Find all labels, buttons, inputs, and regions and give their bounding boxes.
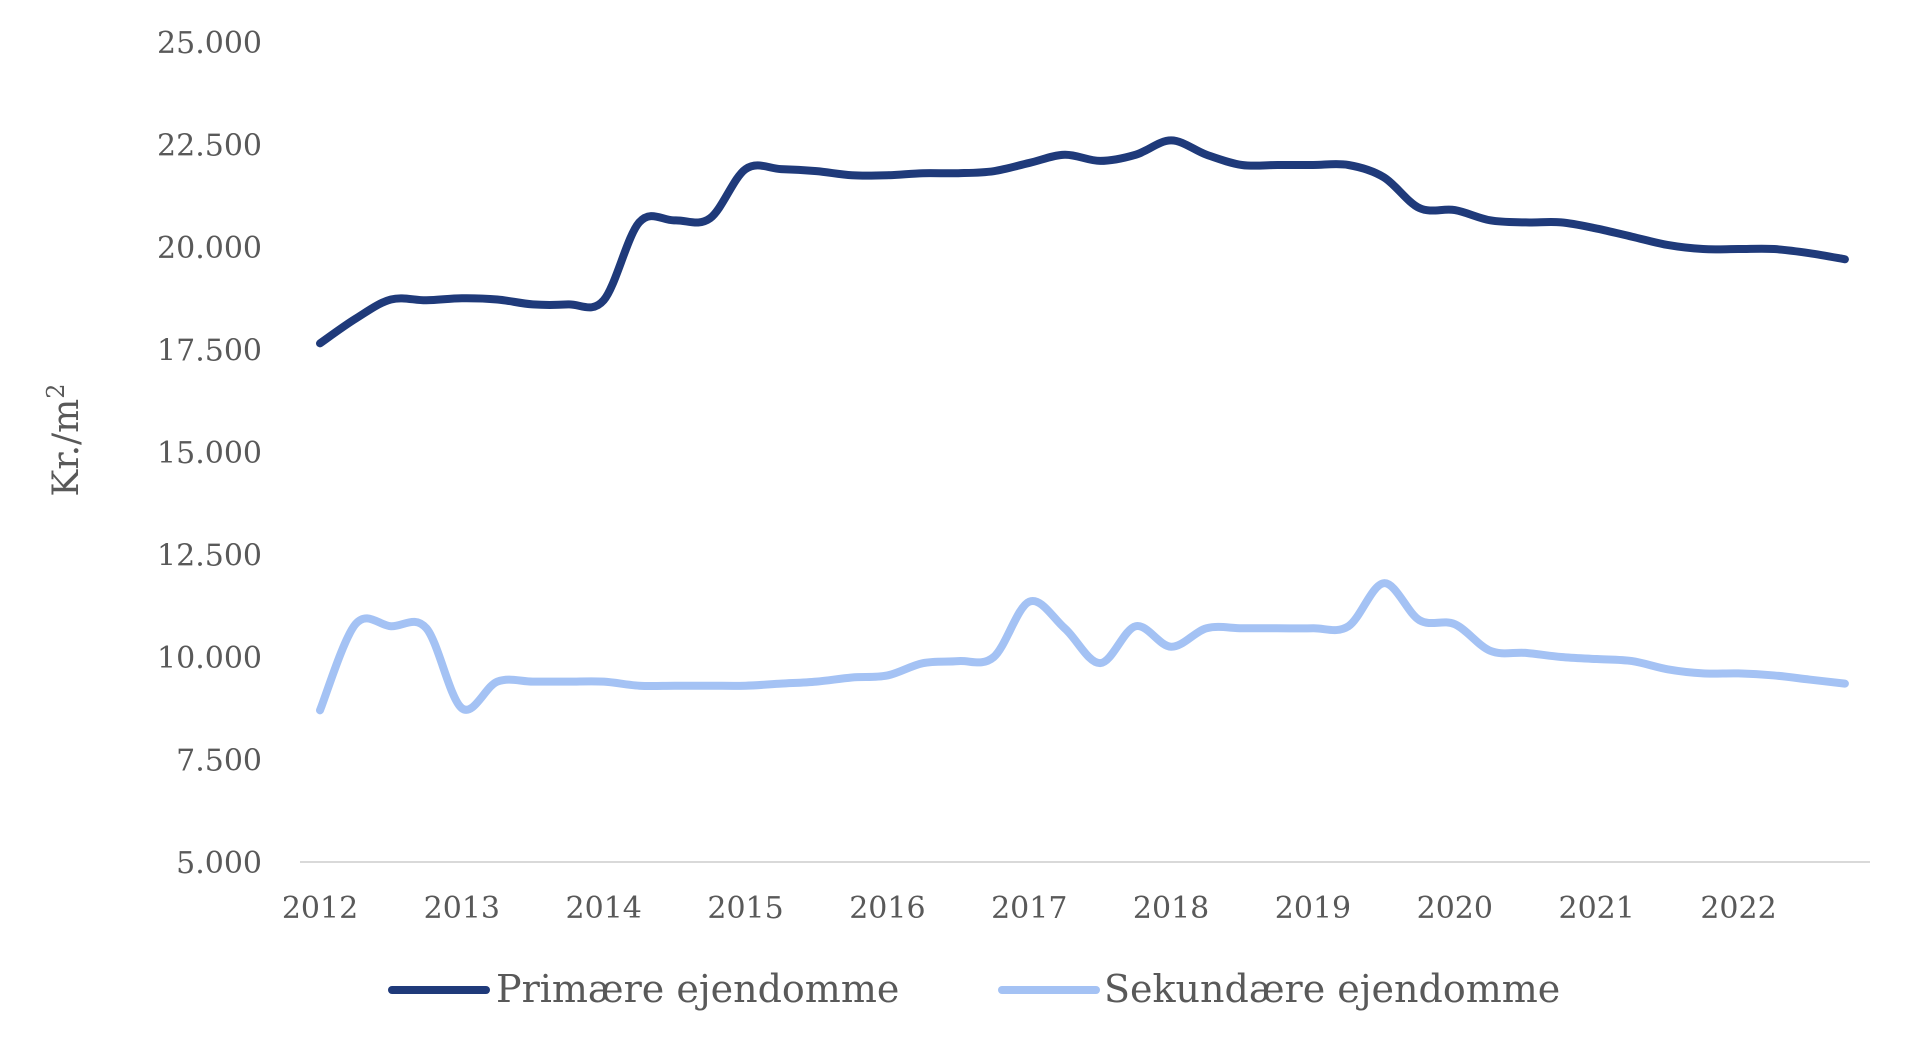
legend: Primære ejendomme Sekundære ejendomme	[388, 967, 1560, 1011]
y-axis-label-superscript: 2	[42, 383, 70, 398]
y-tick-labels: 5.000 7.500 10.000 12.500 15.000 17.500 20.000…	[157, 26, 262, 881]
y-axis-label-text: Kr./m	[46, 399, 87, 497]
x-tick-label: 2021	[1558, 891, 1634, 926]
x-tick-label: 2019	[1275, 891, 1351, 926]
x-tick-label: 2018	[1133, 891, 1209, 926]
y-tick-label: 17.500	[157, 334, 262, 369]
legend-label: Primære ejendomme	[496, 967, 899, 1011]
x-tick-label: 2020	[1417, 891, 1493, 926]
y-tick-label: 15.000	[157, 436, 262, 471]
y-axis-label: Kr./m2	[42, 383, 87, 496]
y-tick-label: 5.000	[176, 846, 262, 881]
y-tick-label: 7.500	[176, 744, 262, 779]
x-tick-label: 2016	[849, 891, 925, 926]
x-tick-label: 2015	[707, 891, 783, 926]
y-tick-label: 22.500	[157, 129, 262, 164]
y-tick-label: 12.500	[157, 539, 262, 574]
y-tick-label: 25.000	[157, 26, 262, 61]
series-lines	[316, 136, 1849, 715]
legend-label: Sekundære ejendomme	[1104, 967, 1560, 1011]
y-tick-label: 20.000	[157, 231, 262, 266]
series-line-primaere	[316, 136, 1849, 348]
series-line-sekundaere	[316, 579, 1849, 715]
x-tick-label: 2022	[1700, 891, 1776, 926]
y-axis-label-group: Kr./m2	[42, 383, 87, 496]
x-tick-label: 2012	[282, 891, 358, 926]
x-tick-label: 2014	[566, 891, 642, 926]
x-tick-label: 2013	[424, 891, 500, 926]
x-tick-labels: 2012 2013 2014 2015 2016 2017 2018 2019 2020 2021…	[282, 891, 1777, 926]
y-tick-label: 10.000	[157, 641, 262, 676]
x-tick-label: 2017	[991, 891, 1067, 926]
